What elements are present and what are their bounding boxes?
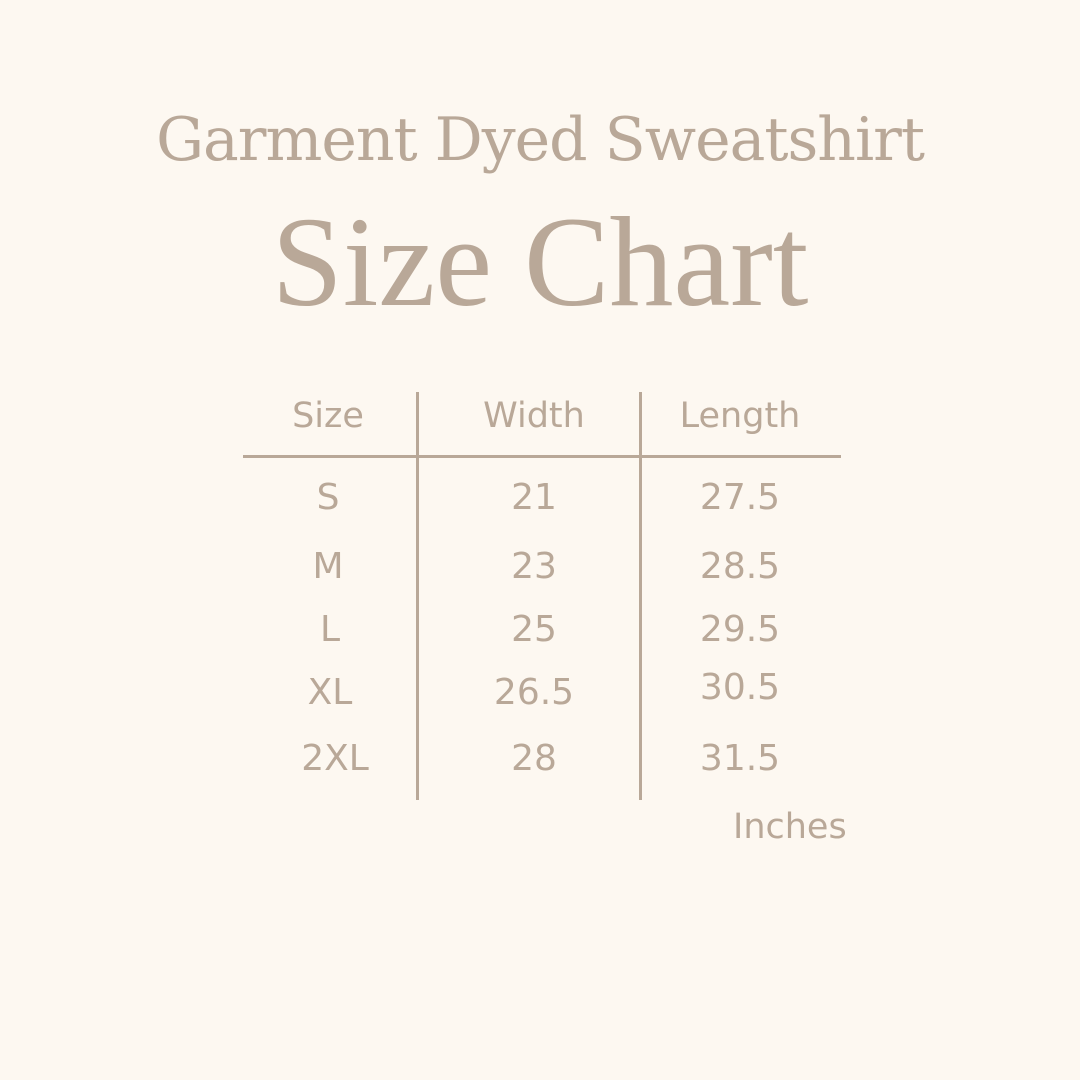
product-title: Garment Dyed Sweatshirt	[156, 105, 925, 175]
column-divider	[416, 392, 419, 800]
header-size: Size	[292, 396, 364, 436]
header-length: Length	[679, 396, 801, 436]
cell-size: 2XL	[301, 738, 369, 779]
cell-length: 28.5	[699, 546, 781, 587]
cell-length: 30.5	[699, 667, 781, 708]
header-width: Width	[483, 396, 585, 436]
cell-width: 28	[511, 738, 557, 779]
column-divider	[639, 392, 642, 800]
cell-width: 21	[511, 477, 557, 518]
cell-size: M	[312, 546, 344, 587]
cell-width: 25	[511, 609, 557, 650]
cell-size: XL	[307, 672, 353, 713]
cell-size: S	[316, 477, 340, 518]
header-divider	[243, 455, 841, 458]
cell-length: 27.5	[699, 477, 781, 518]
cell-length: 31.5	[699, 738, 781, 779]
cell-width: 26.5	[493, 672, 575, 713]
page-title: Size Chart	[271, 191, 809, 333]
cell-width: 23	[511, 546, 557, 587]
cell-length: 29.5	[699, 609, 781, 650]
unit-label: Inches	[733, 807, 847, 847]
cell-size: L	[319, 609, 341, 650]
